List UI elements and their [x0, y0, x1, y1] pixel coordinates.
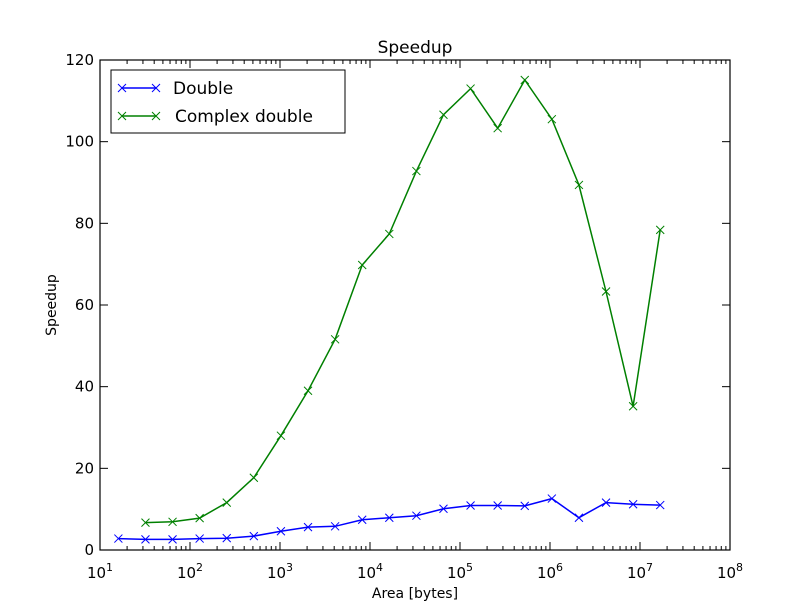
y-axis-ticks: 0 20 40 60 80 100 120	[65, 51, 730, 559]
x-marker-icon	[628, 401, 638, 411]
x-marker-icon	[547, 114, 557, 124]
x-tick-label: 103	[267, 561, 293, 582]
x-marker-icon	[330, 521, 340, 531]
x-marker-icon	[412, 166, 421, 176]
legend: Double Complex double	[110, 69, 346, 134]
legend-label: Double	[173, 79, 233, 99]
x-marker-icon	[384, 513, 394, 523]
x-marker-icon	[439, 110, 448, 120]
x-marker-icon	[601, 498, 611, 507]
legend-item: Complex double	[117, 107, 313, 127]
plot-lines	[114, 75, 665, 544]
x-marker-icon	[574, 513, 584, 523]
x-marker-icon	[151, 111, 161, 121]
x-marker-icon	[117, 83, 127, 93]
x-marker-icon	[493, 123, 503, 133]
series-complex-double	[141, 75, 665, 527]
x-marker-icon	[276, 431, 286, 441]
x-marker-icon	[141, 518, 150, 527]
x-marker-icon	[303, 522, 313, 532]
x-marker-icon	[439, 504, 448, 514]
x-marker-icon	[384, 229, 394, 239]
x-marker-icon	[628, 499, 638, 509]
x-marker-icon	[574, 180, 584, 190]
x-marker-icon	[249, 531, 259, 541]
y-tick-label: 40	[75, 378, 94, 396]
y-tick-label: 80	[75, 214, 94, 232]
x-tick-label: 106	[537, 561, 563, 582]
x-marker-icon	[168, 535, 177, 544]
x-marker-icon	[222, 498, 232, 507]
x-marker-icon	[151, 83, 161, 93]
legend-label: Complex double	[175, 107, 313, 127]
legend-box	[110, 69, 346, 134]
y-axis-label: Speedup	[44, 274, 60, 336]
x-marker-icon	[168, 517, 177, 527]
x-tick-label: 108	[717, 561, 743, 582]
x-tick-label: 105	[447, 561, 473, 582]
x-tick-label: 107	[627, 561, 653, 582]
chart-title: Speedup	[378, 38, 453, 58]
y-tick-label: 20	[75, 459, 94, 477]
x-marker-icon	[601, 287, 611, 296]
x-marker-icon	[655, 225, 665, 235]
x-marker-icon	[114, 534, 123, 543]
x-marker-icon	[222, 533, 232, 543]
y-tick-label: 100	[65, 133, 94, 151]
x-marker-icon	[493, 501, 503, 510]
y-tick-label: 120	[65, 51, 94, 69]
x-marker-icon	[412, 511, 421, 521]
x-axis-ticks: 101 102 103 104 105 106 107 108	[87, 60, 743, 582]
y-tick-label: 60	[75, 296, 94, 314]
x-marker-icon	[655, 500, 665, 510]
x-marker-icon	[357, 260, 367, 270]
x-marker-icon	[330, 334, 340, 344]
legend-item: Double	[117, 79, 233, 99]
x-marker-icon	[466, 84, 475, 93]
x-axis-label: Area [bytes]	[372, 586, 458, 602]
x-marker-icon	[303, 386, 313, 396]
x-tick-label: 101	[87, 561, 113, 582]
x-marker-icon	[195, 513, 205, 523]
x-marker-icon	[520, 501, 530, 511]
x-marker-icon	[520, 75, 530, 85]
x-tick-label: 102	[177, 561, 203, 582]
y-tick-label: 0	[84, 541, 94, 559]
x-marker-icon	[141, 535, 150, 544]
x-marker-icon	[276, 526, 286, 536]
x-marker-icon	[466, 501, 475, 510]
x-tick-label: 104	[357, 561, 383, 582]
x-marker-icon	[117, 111, 127, 121]
x-marker-icon	[357, 515, 367, 525]
series-double	[114, 494, 665, 544]
x-marker-icon	[249, 473, 259, 483]
x-marker-icon	[195, 534, 205, 543]
x-marker-icon	[547, 494, 557, 503]
